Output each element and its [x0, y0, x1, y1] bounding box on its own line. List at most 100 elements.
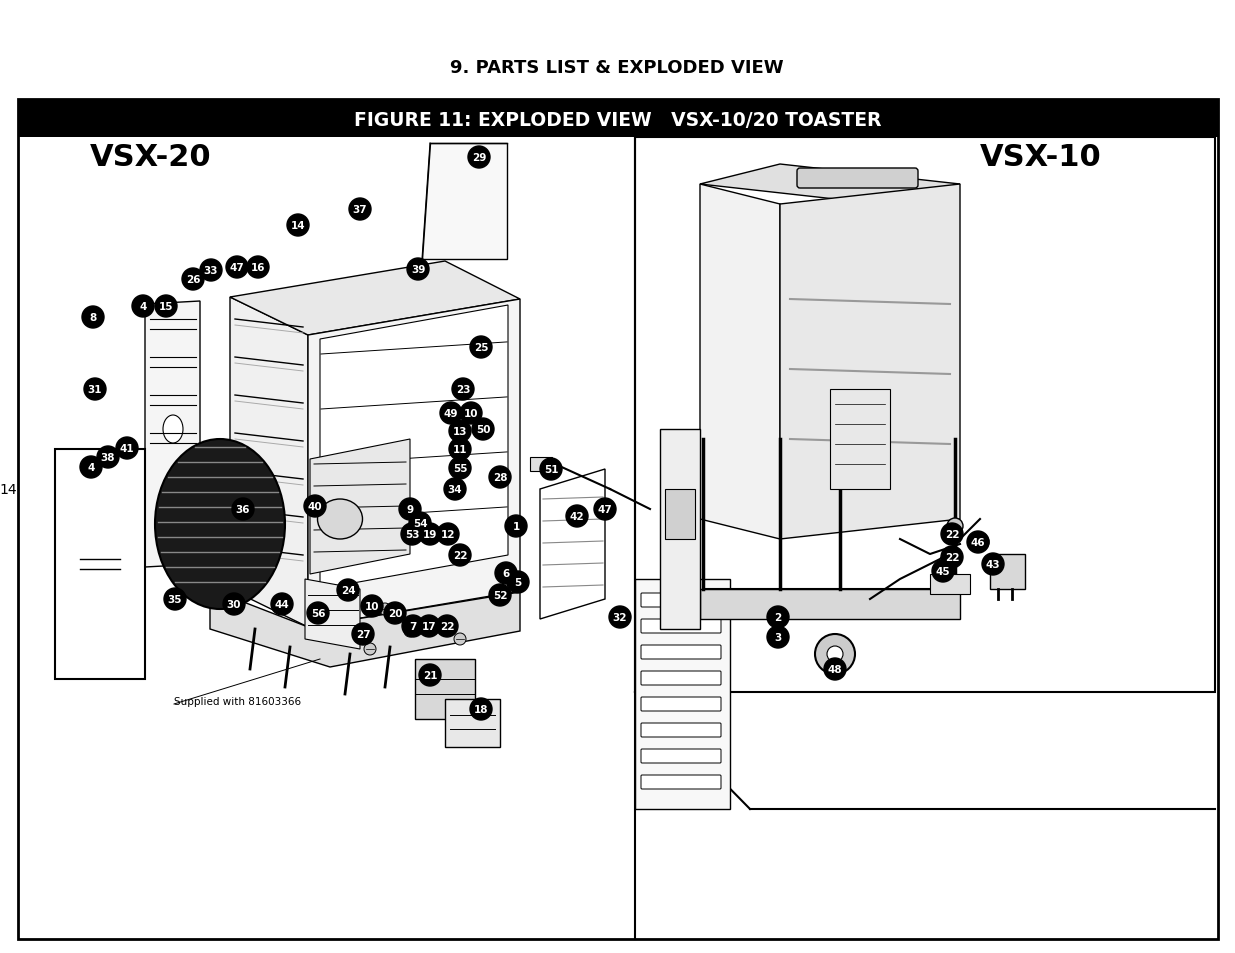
Text: 27: 27: [356, 629, 370, 639]
Text: 52: 52: [493, 590, 508, 600]
Circle shape: [287, 214, 309, 236]
Circle shape: [224, 594, 245, 616]
Circle shape: [98, 447, 119, 469]
Text: 38: 38: [101, 453, 115, 462]
Polygon shape: [230, 297, 308, 627]
Text: 53: 53: [405, 530, 419, 539]
Ellipse shape: [156, 439, 285, 609]
Circle shape: [566, 505, 588, 527]
Text: 13: 13: [453, 427, 467, 436]
Bar: [445, 700, 500, 747]
Bar: [530, 457, 552, 472]
Circle shape: [399, 498, 421, 520]
Text: 4: 4: [140, 302, 147, 312]
Circle shape: [450, 438, 471, 460]
Circle shape: [132, 295, 154, 317]
Circle shape: [468, 147, 490, 169]
Text: 34: 34: [448, 484, 462, 495]
Polygon shape: [308, 299, 520, 627]
Text: 22: 22: [453, 551, 467, 560]
Text: 30: 30: [227, 599, 241, 609]
FancyBboxPatch shape: [641, 645, 721, 659]
Text: 19: 19: [422, 530, 437, 539]
Text: 10: 10: [464, 409, 478, 418]
Text: 21: 21: [422, 670, 437, 680]
Circle shape: [827, 646, 844, 662]
Circle shape: [941, 523, 963, 545]
Bar: [19, 100, 1218, 138]
Text: 47: 47: [598, 504, 613, 515]
Circle shape: [471, 336, 492, 358]
Bar: [659, 430, 700, 629]
Polygon shape: [781, 185, 960, 539]
Circle shape: [419, 523, 441, 545]
Text: 40: 40: [308, 501, 322, 512]
Circle shape: [419, 664, 441, 686]
Polygon shape: [230, 262, 520, 335]
Polygon shape: [320, 306, 508, 589]
Bar: [19, 100, 1218, 939]
Polygon shape: [930, 575, 969, 595]
Text: 14: 14: [0, 482, 17, 497]
Circle shape: [489, 584, 511, 606]
Text: 50: 50: [475, 424, 490, 435]
Text: 32: 32: [613, 613, 627, 622]
Text: 7: 7: [409, 621, 416, 631]
Circle shape: [947, 518, 963, 535]
Text: 16: 16: [251, 263, 266, 273]
Polygon shape: [415, 659, 475, 720]
Text: 39: 39: [411, 265, 425, 274]
Circle shape: [308, 602, 329, 624]
Text: 36: 36: [236, 504, 251, 515]
Circle shape: [540, 458, 562, 480]
Text: 17: 17: [421, 621, 436, 631]
Text: 2: 2: [774, 613, 782, 622]
Text: 26: 26: [185, 274, 200, 285]
Text: 42: 42: [569, 512, 584, 521]
Circle shape: [226, 256, 248, 278]
FancyBboxPatch shape: [641, 723, 721, 738]
FancyBboxPatch shape: [641, 619, 721, 634]
Circle shape: [609, 606, 631, 628]
Circle shape: [403, 616, 424, 638]
Circle shape: [454, 634, 466, 645]
Text: FIGURE 11: EXPLODED VIEW   VSX-10/20 TOASTER: FIGURE 11: EXPLODED VIEW VSX-10/20 TOAST…: [354, 111, 882, 130]
Circle shape: [352, 623, 374, 645]
Text: 54: 54: [412, 518, 427, 529]
Polygon shape: [700, 185, 781, 539]
Polygon shape: [700, 589, 960, 619]
Text: 6: 6: [503, 568, 510, 578]
Text: 12: 12: [441, 530, 456, 539]
Text: VSX-20: VSX-20: [90, 143, 211, 172]
Text: 43: 43: [986, 559, 1000, 569]
Text: 22: 22: [945, 530, 960, 539]
Text: 25: 25: [474, 343, 488, 353]
Text: Supplied with 81603366: Supplied with 81603366: [174, 697, 301, 706]
Text: 15: 15: [159, 302, 173, 312]
Circle shape: [337, 579, 359, 601]
Text: 14: 14: [290, 221, 305, 231]
Text: 44: 44: [274, 599, 289, 609]
FancyBboxPatch shape: [641, 594, 721, 607]
Polygon shape: [635, 579, 730, 809]
Circle shape: [156, 295, 177, 317]
Text: 33: 33: [204, 266, 219, 275]
Polygon shape: [310, 439, 410, 575]
Circle shape: [401, 523, 424, 545]
Ellipse shape: [317, 499, 363, 539]
Polygon shape: [210, 589, 520, 667]
Circle shape: [459, 402, 482, 424]
Polygon shape: [144, 302, 200, 567]
Circle shape: [452, 378, 474, 400]
Circle shape: [116, 437, 138, 459]
Bar: [635, 138, 1215, 692]
Bar: [664, 490, 695, 539]
Circle shape: [84, 378, 106, 400]
Circle shape: [270, 594, 293, 616]
Circle shape: [967, 532, 989, 554]
Circle shape: [508, 572, 529, 594]
Polygon shape: [305, 579, 359, 649]
Circle shape: [350, 199, 370, 221]
Text: VSX-10: VSX-10: [981, 143, 1102, 172]
Circle shape: [361, 596, 383, 618]
